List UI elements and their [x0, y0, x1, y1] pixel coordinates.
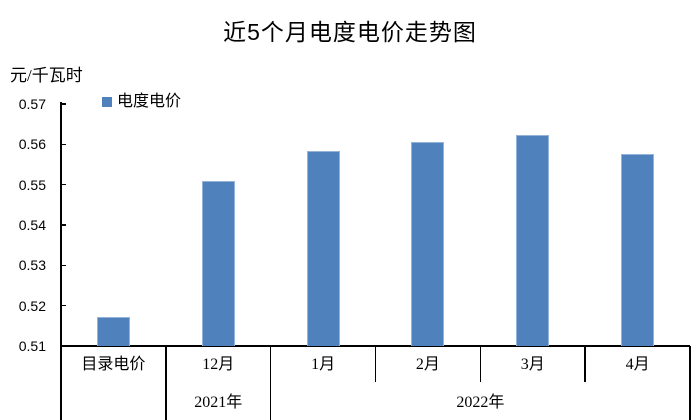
y-tick-label: 0.52: [18, 297, 46, 314]
y-axis-tick-icon: [61, 345, 66, 347]
legend-swatch-icon: [102, 97, 112, 107]
x-year-group-label: 2021年: [194, 394, 243, 411]
y-tick-label: 0.54: [18, 217, 46, 233]
y-axis-tick-icon: [61, 224, 66, 226]
axis-table-divider: [165, 346, 167, 420]
bar: [306, 151, 340, 346]
bar: [411, 141, 445, 346]
y-tick-label: 0.53: [18, 257, 46, 274]
y-axis-unit-label: 元/千瓦时: [10, 66, 83, 85]
y-axis-tick-icon: [61, 264, 66, 267]
y-tick-label: 0.57: [18, 96, 46, 112]
y-axis-tick-icon: [61, 143, 66, 146]
legend-label: 电度电价: [117, 93, 182, 110]
axis-table-divider: [584, 346, 586, 382]
bar: [516, 135, 550, 346]
y-axis-tick-icon: [61, 183, 66, 186]
x-category-label: 3月: [520, 356, 545, 373]
axis-table-divider: [689, 346, 691, 420]
bar: [201, 181, 235, 346]
bar: [96, 316, 130, 346]
y-axis-line: [60, 102, 62, 346]
x-category-label: 1月: [311, 356, 336, 373]
axis-table-divider: [60, 346, 62, 420]
x-category-label: 2月: [415, 356, 440, 373]
y-axis-tick-icon: [61, 103, 66, 105]
x-category-label: 4月: [625, 356, 650, 373]
axis-table-divider: [479, 346, 482, 382]
axis-table-divider: [374, 346, 377, 382]
chart-title: 近5个月电度电价走势图: [223, 19, 477, 45]
x-category-label: 目录电价: [81, 356, 146, 373]
y-axis-tick-icon: [61, 304, 66, 307]
y-tick-label: 0.55: [18, 176, 46, 193]
y-tick-label: 0.56: [18, 136, 46, 153]
y-tick-label: 0.51: [18, 338, 46, 354]
axis-table-divider: [269, 346, 272, 420]
bar: [621, 154, 655, 346]
legend: 电度电价: [102, 92, 181, 112]
x-category-label: 12月: [202, 356, 235, 373]
x-year-group-label: 2022年: [456, 394, 505, 411]
